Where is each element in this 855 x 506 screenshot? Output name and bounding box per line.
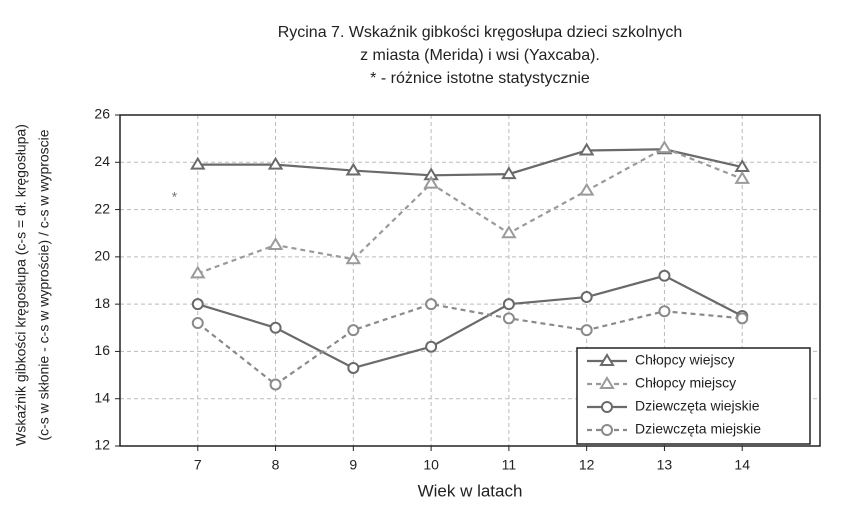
marker: [347, 361, 360, 374]
marker: [580, 324, 593, 337]
y-tick-label: 12: [94, 437, 110, 453]
series-line: [197, 146, 743, 275]
marker: [190, 156, 206, 170]
marker: [580, 291, 593, 304]
x-tick-label: 8: [272, 457, 280, 473]
x-tick-label: 9: [349, 457, 357, 473]
y-tick-label: 18: [94, 295, 110, 311]
series-line: [197, 274, 743, 370]
legend-label: Chłopcy miejscy: [635, 375, 736, 391]
y-tick-label: 20: [94, 248, 110, 264]
x-axis-label: Wiek w latach: [418, 481, 523, 500]
y-axis-label: Wskaźnik gibkości kręgosłupa (c-s = dł. …: [13, 124, 29, 446]
legend-marker: [599, 353, 615, 366]
marker: [190, 265, 206, 279]
marker: [267, 156, 284, 170]
marker: [656, 140, 673, 154]
y-tick-label: 16: [94, 342, 110, 358]
marker: [269, 378, 282, 391]
annotation: *: [172, 188, 178, 204]
marker: [502, 312, 515, 325]
y-tick-label: 14: [94, 389, 110, 405]
x-tick-label: 12: [579, 457, 595, 473]
marker: [501, 166, 517, 180]
marker: [578, 182, 595, 196]
marker: [423, 175, 439, 189]
legend-marker: [601, 424, 613, 436]
marker: [191, 317, 204, 330]
x-tick-label: 14: [734, 457, 750, 473]
marker: [267, 237, 284, 251]
x-tick-label: 7: [194, 457, 202, 473]
marker: [425, 340, 438, 353]
marker: [658, 305, 671, 318]
marker: [347, 324, 360, 337]
marker: [345, 251, 362, 265]
legend-box: [576, 347, 811, 445]
legend-label: Dziewczęta miejskie: [635, 421, 761, 437]
chart-title: * - różnice istotne statystycznie: [370, 70, 590, 87]
x-tick-label: 10: [423, 457, 439, 473]
legend-marker: [601, 401, 613, 413]
chart-title: Rycina 7. Wskaźnik gibkości kręgosłupa d…: [278, 24, 683, 41]
marker: [734, 170, 750, 184]
marker: [345, 162, 362, 176]
marker: [578, 142, 595, 156]
legend-marker: [599, 376, 615, 389]
plot-frame: [119, 114, 821, 447]
legend-label: Dziewczęta wiejskie: [635, 398, 760, 414]
y-tick-label: 24: [94, 153, 110, 169]
marker: [736, 312, 749, 325]
x-tick-label: 13: [657, 457, 673, 473]
series-line: [197, 148, 743, 177]
marker: [425, 298, 438, 311]
x-tick-label: 11: [502, 457, 517, 473]
marker: [501, 225, 517, 239]
chart-title: z miasta (Merida) i wsi (Yaxcaba).: [360, 47, 600, 64]
marker: [658, 269, 671, 282]
legend-label: Chłopcy wiejscy: [635, 352, 735, 368]
y-axis-label: (c-s w skłonie - c-s w wyproście) / c-s …: [36, 129, 52, 440]
marker: [502, 298, 515, 311]
marker: [191, 298, 204, 311]
marker: [269, 321, 282, 334]
y-tick-label: 26: [94, 106, 110, 122]
series-line: [197, 303, 743, 386]
y-tick-label: 22: [94, 200, 110, 216]
